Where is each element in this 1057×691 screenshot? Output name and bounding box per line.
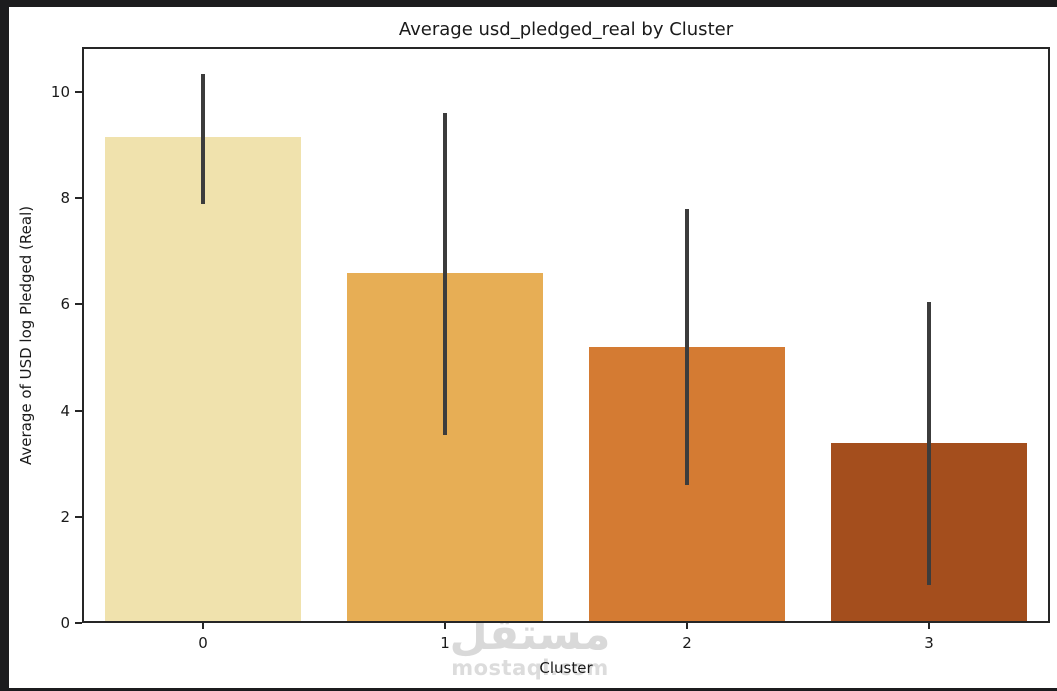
y-tick-mark: [75, 515, 82, 518]
error-bar-cluster-0: [201, 73, 205, 204]
watermark-latin-text: mostaql.com: [451, 656, 609, 680]
x-tick-mark: [444, 623, 446, 629]
x-tick-mark: [202, 623, 204, 629]
y-tick-label: 4: [60, 401, 70, 420]
x-tick-label: 2: [682, 634, 692, 652]
y-tick-mark: [75, 303, 82, 306]
y-tick-mark: [75, 622, 82, 624]
y-axis-label: Average of USD log Pledged (Real): [17, 205, 35, 465]
y-tick-mark: [75, 409, 82, 412]
y-tick-label: 10: [50, 83, 70, 102]
x-axis-label: Cluster: [539, 659, 593, 677]
y-tick-mark: [75, 197, 82, 200]
x-tick-label: 3: [924, 634, 934, 652]
y-tick-label: 8: [60, 189, 70, 208]
x-tick-mark: [686, 623, 688, 629]
x-tick-label: 0: [198, 634, 208, 652]
error-bar-cluster-1: [443, 113, 447, 435]
error-bar-cluster-2: [685, 208, 689, 485]
x-tick-label: 1: [440, 634, 450, 652]
x-tick-mark: [928, 623, 930, 629]
chart-title: Average usd_pledged_real by Cluster: [398, 19, 734, 40]
y-tick-label: 2: [60, 507, 70, 526]
error-bar-cluster-3: [927, 301, 931, 585]
y-tick-mark: [75, 91, 82, 94]
y-tick-label: 0: [60, 614, 70, 632]
y-tick-label: 6: [60, 295, 70, 314]
chart-figure: Average usd_pledged_real by Cluster Aver…: [9, 7, 1057, 688]
bar-cluster-0: [105, 137, 301, 623]
